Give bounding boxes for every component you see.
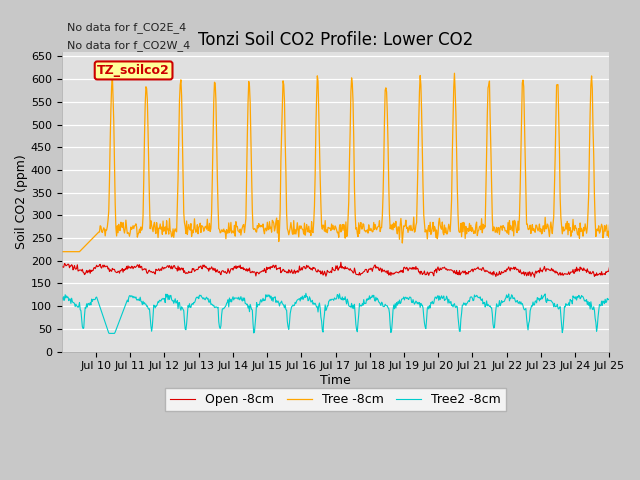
Tree -8cm	[271, 228, 278, 234]
Tree -8cm	[605, 222, 613, 228]
Tree2 -8cm	[106, 331, 113, 336]
Tree2 -8cm	[123, 299, 131, 305]
Open -8cm	[58, 264, 65, 270]
Text: TZ_soilco2: TZ_soilco2	[97, 64, 170, 77]
Title: Tonzi Soil CO2 Profile: Lower CO2: Tonzi Soil CO2 Profile: Lower CO2	[198, 31, 473, 49]
Tree -8cm	[423, 228, 431, 233]
Open -8cm	[122, 266, 130, 272]
Tree2 -8cm	[605, 296, 613, 301]
Tree -8cm	[250, 227, 257, 232]
Open -8cm	[337, 259, 345, 265]
Tree2 -8cm	[302, 290, 310, 296]
Open -8cm	[271, 265, 278, 271]
Open -8cm	[223, 271, 230, 276]
Open -8cm	[531, 275, 538, 280]
Tree2 -8cm	[223, 299, 231, 305]
Tree -8cm	[392, 218, 400, 224]
Text: No data for f_CO2W_4: No data for f_CO2W_4	[67, 40, 190, 51]
Tree -8cm	[58, 249, 65, 254]
Tree2 -8cm	[394, 302, 401, 308]
Tree2 -8cm	[251, 329, 259, 335]
X-axis label: Time: Time	[320, 374, 351, 387]
Open -8cm	[605, 264, 613, 270]
Tree -8cm	[451, 71, 458, 76]
Open -8cm	[393, 269, 401, 275]
Tree -8cm	[223, 227, 230, 232]
Legend: Open -8cm, Tree -8cm, Tree2 -8cm: Open -8cm, Tree -8cm, Tree2 -8cm	[165, 388, 506, 411]
Tree2 -8cm	[271, 294, 279, 300]
Tree2 -8cm	[424, 304, 432, 310]
Line: Open -8cm: Open -8cm	[61, 262, 609, 277]
Text: No data for f_CO2E_4: No data for f_CO2E_4	[67, 22, 186, 33]
Open -8cm	[424, 269, 431, 275]
Line: Tree -8cm: Tree -8cm	[61, 73, 609, 252]
Open -8cm	[250, 269, 257, 275]
Y-axis label: Soil CO2 (ppm): Soil CO2 (ppm)	[15, 155, 28, 249]
Tree2 -8cm	[58, 295, 65, 300]
Line: Tree2 -8cm: Tree2 -8cm	[61, 293, 609, 334]
Tree -8cm	[122, 217, 130, 223]
